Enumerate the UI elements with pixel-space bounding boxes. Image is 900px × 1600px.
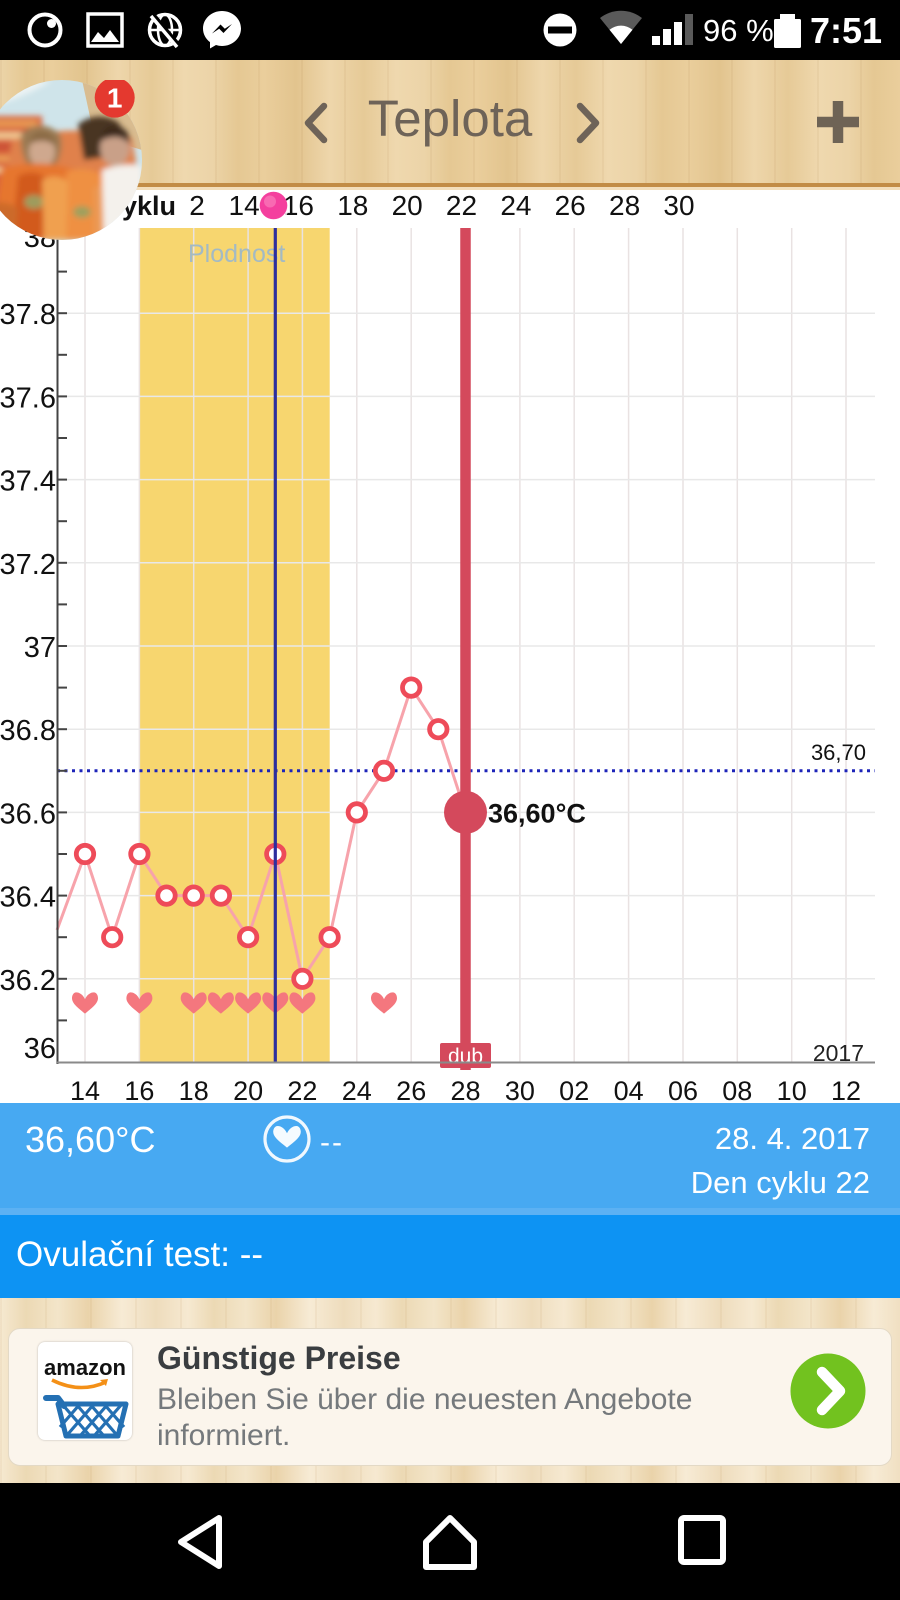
- svg-text:37.6: 37.6: [0, 382, 56, 414]
- svg-text:20: 20: [392, 190, 423, 221]
- svg-text:30: 30: [505, 1076, 535, 1103]
- svg-text:16: 16: [124, 1076, 154, 1103]
- svg-text:2: 2: [189, 190, 205, 221]
- svg-text:26: 26: [396, 1076, 426, 1103]
- svg-text:28: 28: [450, 1076, 480, 1103]
- svg-text:28: 28: [609, 190, 640, 221]
- svg-text:36.6: 36.6: [0, 798, 56, 830]
- svg-text:1: 1: [107, 83, 123, 114]
- svg-text:37.2: 37.2: [0, 549, 56, 581]
- svg-text:12: 12: [831, 1076, 861, 1103]
- svg-text:26: 26: [555, 190, 586, 221]
- svg-text:36.4: 36.4: [0, 882, 56, 914]
- svg-text:10: 10: [777, 1076, 807, 1103]
- svg-text:22: 22: [446, 190, 477, 221]
- svg-text:36: 36: [24, 1033, 56, 1065]
- svg-text:18: 18: [179, 1076, 209, 1103]
- svg-text:20: 20: [233, 1076, 263, 1103]
- svg-text:2017: 2017: [813, 1040, 864, 1066]
- svg-text:Plodnost: Plodnost: [188, 240, 285, 268]
- svg-text:37.4: 37.4: [0, 466, 56, 498]
- svg-text:08: 08: [722, 1076, 752, 1103]
- svg-text:dub: dub: [448, 1045, 483, 1068]
- svg-text:18: 18: [337, 190, 368, 221]
- svg-text:24: 24: [342, 1076, 372, 1103]
- svg-text:amazon: amazon: [44, 1355, 126, 1380]
- svg-text:37: 37: [24, 632, 56, 664]
- svg-text:06: 06: [668, 1076, 698, 1103]
- svg-text:36,60°C: 36,60°C: [488, 798, 586, 828]
- svg-text:36.2: 36.2: [0, 965, 56, 997]
- svg-text:04: 04: [614, 1076, 644, 1103]
- svg-text:36.8: 36.8: [0, 715, 56, 747]
- svg-text:36,70: 36,70: [811, 740, 866, 765]
- svg-text:02: 02: [559, 1076, 589, 1103]
- svg-text:14: 14: [229, 190, 260, 221]
- svg-text:14: 14: [70, 1076, 100, 1103]
- svg-text:24: 24: [500, 190, 531, 221]
- svg-text:7:51: 7:51: [810, 10, 882, 51]
- svg-text:22: 22: [287, 1076, 317, 1103]
- svg-text:30: 30: [663, 190, 694, 221]
- svg-text:96 %: 96 %: [703, 13, 774, 48]
- svg-text:37.8: 37.8: [0, 299, 56, 331]
